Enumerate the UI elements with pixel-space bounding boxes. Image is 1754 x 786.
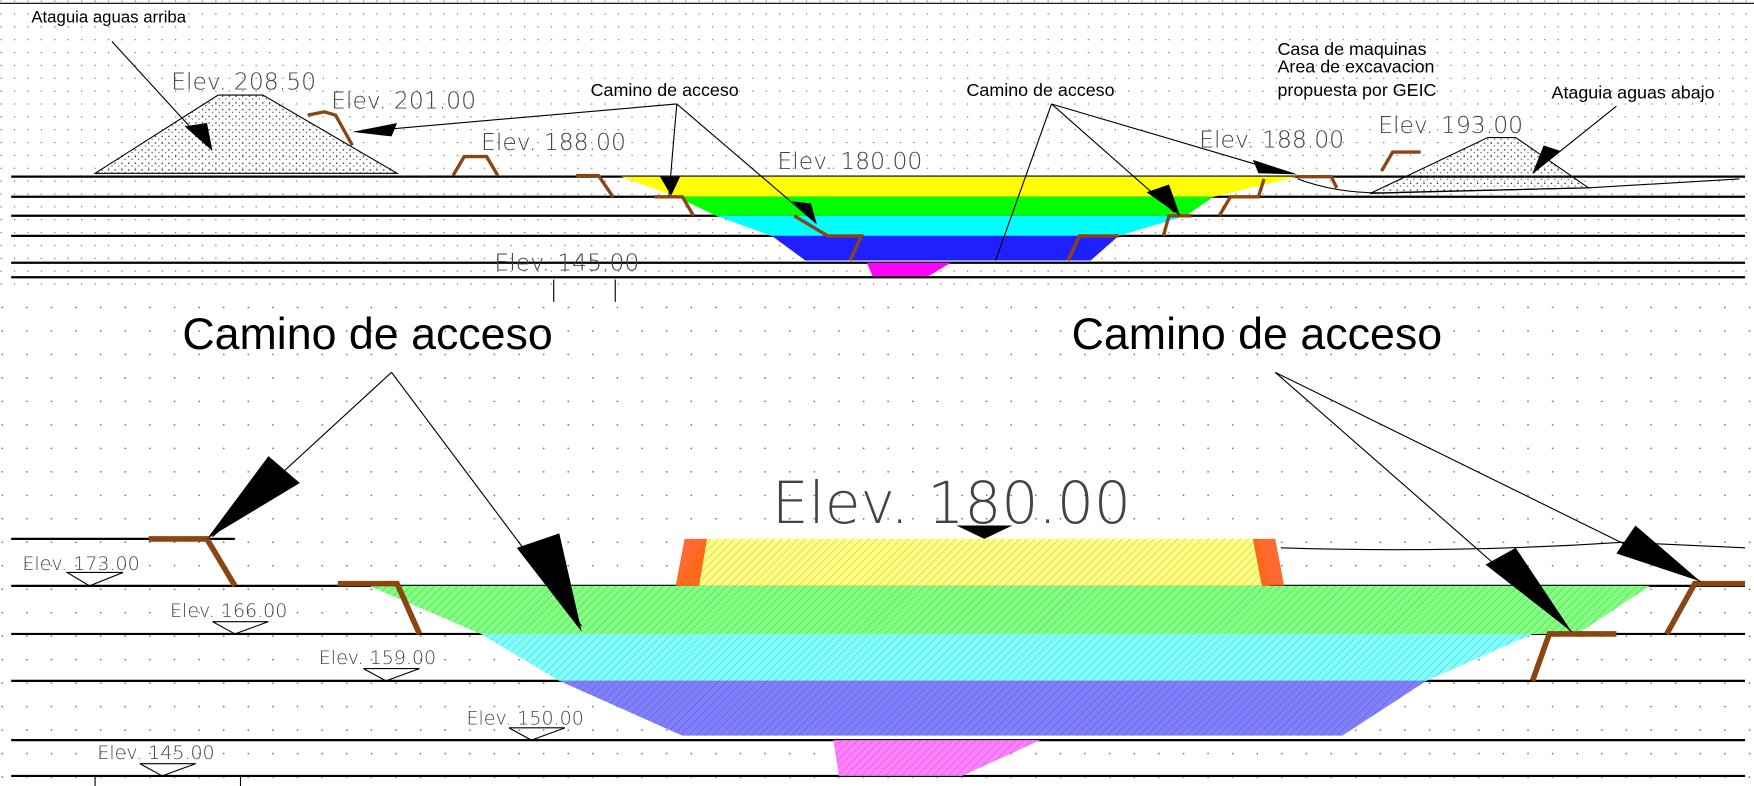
elev-label: Elev. 166.00 <box>170 600 287 622</box>
elev-label: Elev. 193.00 <box>1378 111 1523 139</box>
label: propuesta por GEIC <box>1277 80 1436 100</box>
label: Ataguia aguas abajo <box>1552 82 1715 102</box>
label: Camino de acceso <box>182 310 552 359</box>
layer <box>677 197 1214 216</box>
elev-label: Elev. 188.00 <box>481 128 626 156</box>
elev-label: Elev. 145.00 <box>97 742 214 764</box>
elev-label: Elev. 188.00 <box>1199 126 1344 154</box>
elev-label: Elev. 173.00 <box>22 553 139 575</box>
elev-label: Elev. 159.00 <box>319 647 436 669</box>
elev-label: Elev. 145.00 <box>494 249 639 277</box>
layer <box>772 236 1119 261</box>
label: Ataguia aguas arriba <box>31 7 186 26</box>
elev-label: Elev. 180.00 <box>777 147 922 175</box>
drawing: Ataguia aguas arriba Elev. 208.50 Elev. … <box>0 0 1754 786</box>
label: Area de excavacion <box>1277 57 1434 77</box>
elev-label: Elev. 201.00 <box>331 86 476 114</box>
label: Camino de acceso <box>591 80 739 100</box>
label: Camino de acceso <box>966 80 1114 100</box>
elev-label: Elev. 208.50 <box>171 67 316 95</box>
layer <box>716 216 1186 236</box>
label: Camino de acceso <box>1072 310 1442 359</box>
layer <box>621 177 1298 197</box>
elev-label: Elev. 150.00 <box>466 708 583 730</box>
elev-label: Elev. 180.00 <box>772 469 1131 537</box>
